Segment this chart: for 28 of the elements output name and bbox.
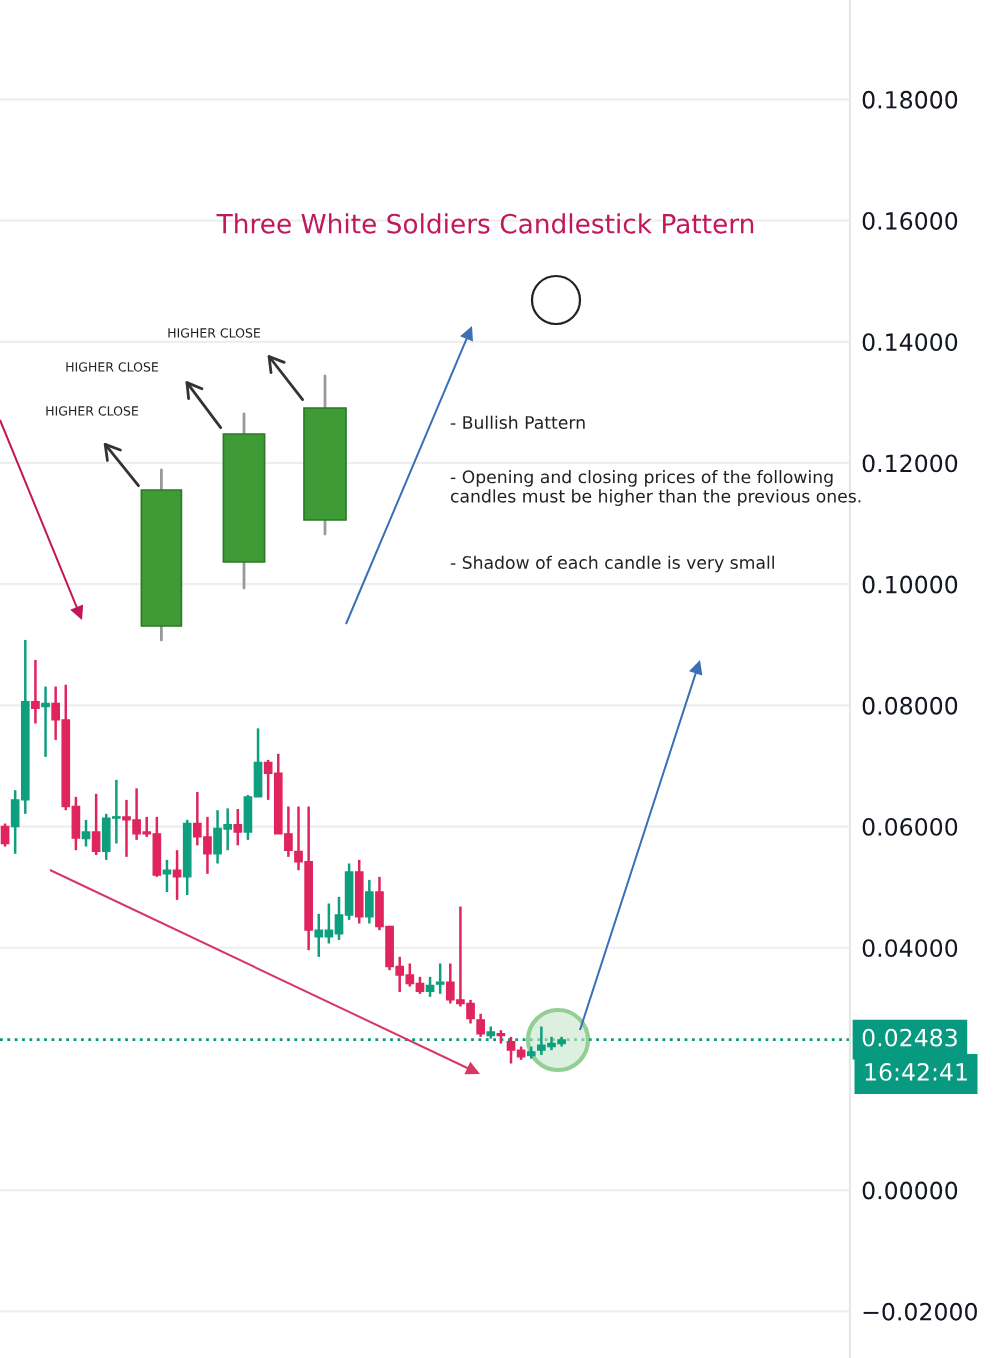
y-tick-label: 0.14000 — [862, 333, 958, 352]
ref-line-label: 0.02483 — [862, 1028, 957, 1047]
candlestick — [0, 822, 10, 848]
y-tick-label: −0.02000 — [863, 1302, 977, 1321]
annotation: - Shadow of each candle is very small — [450, 555, 774, 573]
candlestick — [31, 658, 40, 725]
candlestick — [476, 1012, 485, 1039]
y-tick-label: 0.04000 — [862, 939, 958, 958]
annotation: - Bullish Pattern — [450, 415, 585, 429]
candlestick — [81, 818, 91, 848]
candlestick — [91, 792, 101, 857]
y-tick-label: 0.06000 — [862, 818, 958, 836]
y-tick-label: 0.08000 — [862, 696, 958, 715]
y-tick-label: 0.16000 — [862, 212, 958, 230]
candlestick — [172, 848, 182, 902]
candlestick — [365, 878, 374, 925]
candlestick — [435, 962, 445, 996]
text: 16:42:41 — [865, 1062, 967, 1081]
candlestick — [233, 807, 243, 847]
y-tick-label: 0.12000 — [862, 454, 958, 473]
candlestick — [354, 858, 364, 925]
y-tick-label: 0.18000 — [862, 90, 958, 109]
y-tick-label: 0.00000 — [862, 1181, 958, 1200]
annotation: - Opening and closing prices of the following candles must be higher than the previous ones. — [450, 470, 861, 506]
candlestick — [41, 685, 50, 759]
text: Three White Soldiers Candlestick Pattern — [216, 213, 754, 234]
candlestick — [162, 858, 172, 894]
y-tick-label: 0.10000 — [862, 575, 958, 594]
